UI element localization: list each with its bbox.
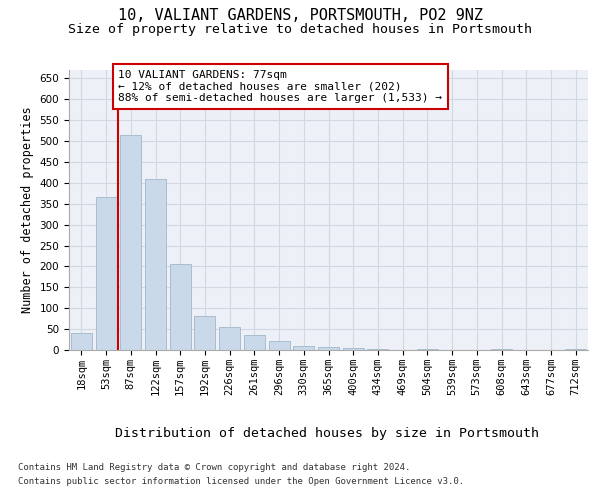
Bar (318, 347, 339, 350)
Bar (219, 327, 240, 350)
Bar (293, 346, 314, 350)
Bar (343, 348, 364, 350)
Text: Size of property relative to detached houses in Portsmouth: Size of property relative to detached ho… (68, 22, 532, 36)
Bar (145, 178, 166, 350)
Bar (417, 348, 438, 350)
Bar (71, 334, 92, 350)
Bar (95, 198, 116, 350)
Text: Distribution of detached houses by size in Portsmouth: Distribution of detached houses by size … (115, 428, 539, 440)
Bar (491, 349, 512, 350)
Bar (194, 316, 215, 350)
Text: 10 VALIANT GARDENS: 77sqm
← 12% of detached houses are smaller (202)
88% of semi: 10 VALIANT GARDENS: 77sqm ← 12% of detac… (118, 70, 442, 103)
Bar (170, 264, 191, 350)
Y-axis label: Number of detached properties: Number of detached properties (21, 106, 34, 314)
Text: Contains public sector information licensed under the Open Government Licence v3: Contains public sector information licen… (18, 478, 464, 486)
Bar (269, 341, 290, 350)
Text: Contains HM Land Registry data © Crown copyright and database right 2024.: Contains HM Land Registry data © Crown c… (18, 462, 410, 471)
Bar (565, 349, 586, 350)
Bar (244, 334, 265, 350)
Bar (367, 348, 388, 350)
Text: 10, VALIANT GARDENS, PORTSMOUTH, PO2 9NZ: 10, VALIANT GARDENS, PORTSMOUTH, PO2 9NZ (118, 8, 482, 22)
Bar (120, 135, 141, 350)
